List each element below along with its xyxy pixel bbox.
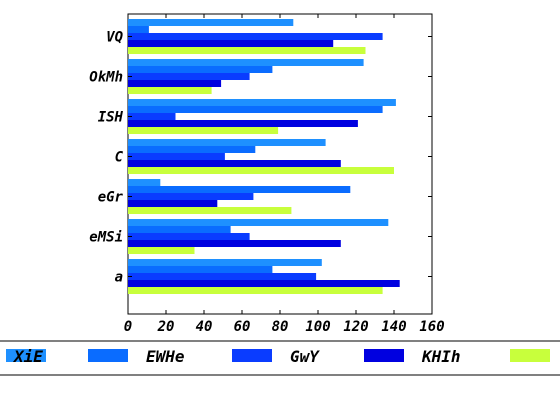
bar-series-5-okmh bbox=[128, 87, 212, 94]
y-tick-label: OkMh bbox=[89, 70, 123, 86]
x-tick-label: 20 bbox=[157, 319, 175, 335]
bar-khih-emsi bbox=[128, 240, 341, 247]
legend-label-khih: KHIh bbox=[421, 347, 461, 366]
bar-xie-c bbox=[128, 139, 326, 146]
bar-khih-ish bbox=[128, 120, 358, 127]
bar-gwy-okmh bbox=[128, 73, 250, 80]
bar-series-5-a bbox=[128, 287, 383, 294]
bar-ewhe-emsi bbox=[128, 226, 231, 233]
bar-xie-vq bbox=[128, 19, 294, 26]
bar-xie-ish bbox=[128, 99, 396, 106]
bar-ewhe-okmh bbox=[128, 66, 273, 73]
legend-swatch-ewhe bbox=[88, 349, 128, 362]
legend-swatch-khih bbox=[364, 349, 404, 362]
bar-khih-egr bbox=[128, 200, 218, 207]
y-tick-label: ISH bbox=[98, 110, 124, 126]
bar-series-5-ish bbox=[128, 127, 279, 134]
legend-swatch-xie bbox=[6, 349, 46, 362]
bar-xie-a bbox=[128, 259, 322, 266]
bar-gwy-egr bbox=[128, 193, 254, 200]
bar-gwy-vq bbox=[128, 33, 383, 40]
legend-label-xie: XiE bbox=[12, 347, 43, 366]
legend-label-ewhe: EWHe bbox=[146, 347, 185, 366]
bar-series-5-vq bbox=[128, 47, 366, 54]
bar-gwy-a bbox=[128, 273, 317, 280]
legend-swatch-gwy bbox=[232, 349, 272, 362]
bar-gwy-emsi bbox=[128, 233, 250, 240]
legend-swatch-series-5 bbox=[510, 349, 550, 362]
x-tick-label: 0 bbox=[124, 319, 132, 335]
y-tick-label: C bbox=[115, 150, 124, 166]
legend: XiE EWHe GwY KHIh bbox=[6, 347, 550, 366]
bar-khih-okmh bbox=[128, 80, 222, 87]
x-tick-label: 60 bbox=[234, 319, 251, 335]
legend-label-gwy: GwY bbox=[290, 347, 320, 366]
bar-ewhe-ish bbox=[128, 106, 383, 113]
y-tick-label: VQ bbox=[106, 30, 123, 46]
bar-khih-a bbox=[128, 280, 400, 287]
x-tick-label: 120 bbox=[343, 319, 368, 335]
x-tick-label: 80 bbox=[272, 319, 289, 335]
x-tick-label: 40 bbox=[196, 319, 213, 335]
y-tick-label: eGr bbox=[98, 190, 124, 206]
x-tick-label: 160 bbox=[419, 319, 444, 335]
bar-gwy-c bbox=[128, 153, 225, 160]
bar-xie-egr bbox=[128, 179, 161, 186]
bar-ewhe-c bbox=[128, 146, 256, 153]
bar-ewhe-a bbox=[128, 266, 273, 273]
bar-ewhe-egr bbox=[128, 186, 351, 193]
bar-gwy-ish bbox=[128, 113, 176, 120]
bar-series-5-c bbox=[128, 167, 394, 174]
bar-xie-emsi bbox=[128, 219, 389, 226]
bars-group bbox=[128, 19, 400, 294]
bar-xie-okmh bbox=[128, 59, 364, 66]
x-axis: 0 20 40 60 80 100 120 140 160 bbox=[124, 14, 445, 335]
y-tick-label: eMSi bbox=[89, 230, 123, 246]
bar-khih-c bbox=[128, 160, 341, 167]
bar-khih-vq bbox=[128, 40, 334, 47]
bar-series-5-egr bbox=[128, 207, 292, 214]
x-tick-label: 100 bbox=[305, 319, 330, 335]
bar-series-5-emsi bbox=[128, 247, 195, 254]
x-tick-label: 140 bbox=[381, 319, 406, 335]
bar-ewhe-vq bbox=[128, 26, 149, 33]
y-tick-label: a bbox=[115, 270, 123, 286]
